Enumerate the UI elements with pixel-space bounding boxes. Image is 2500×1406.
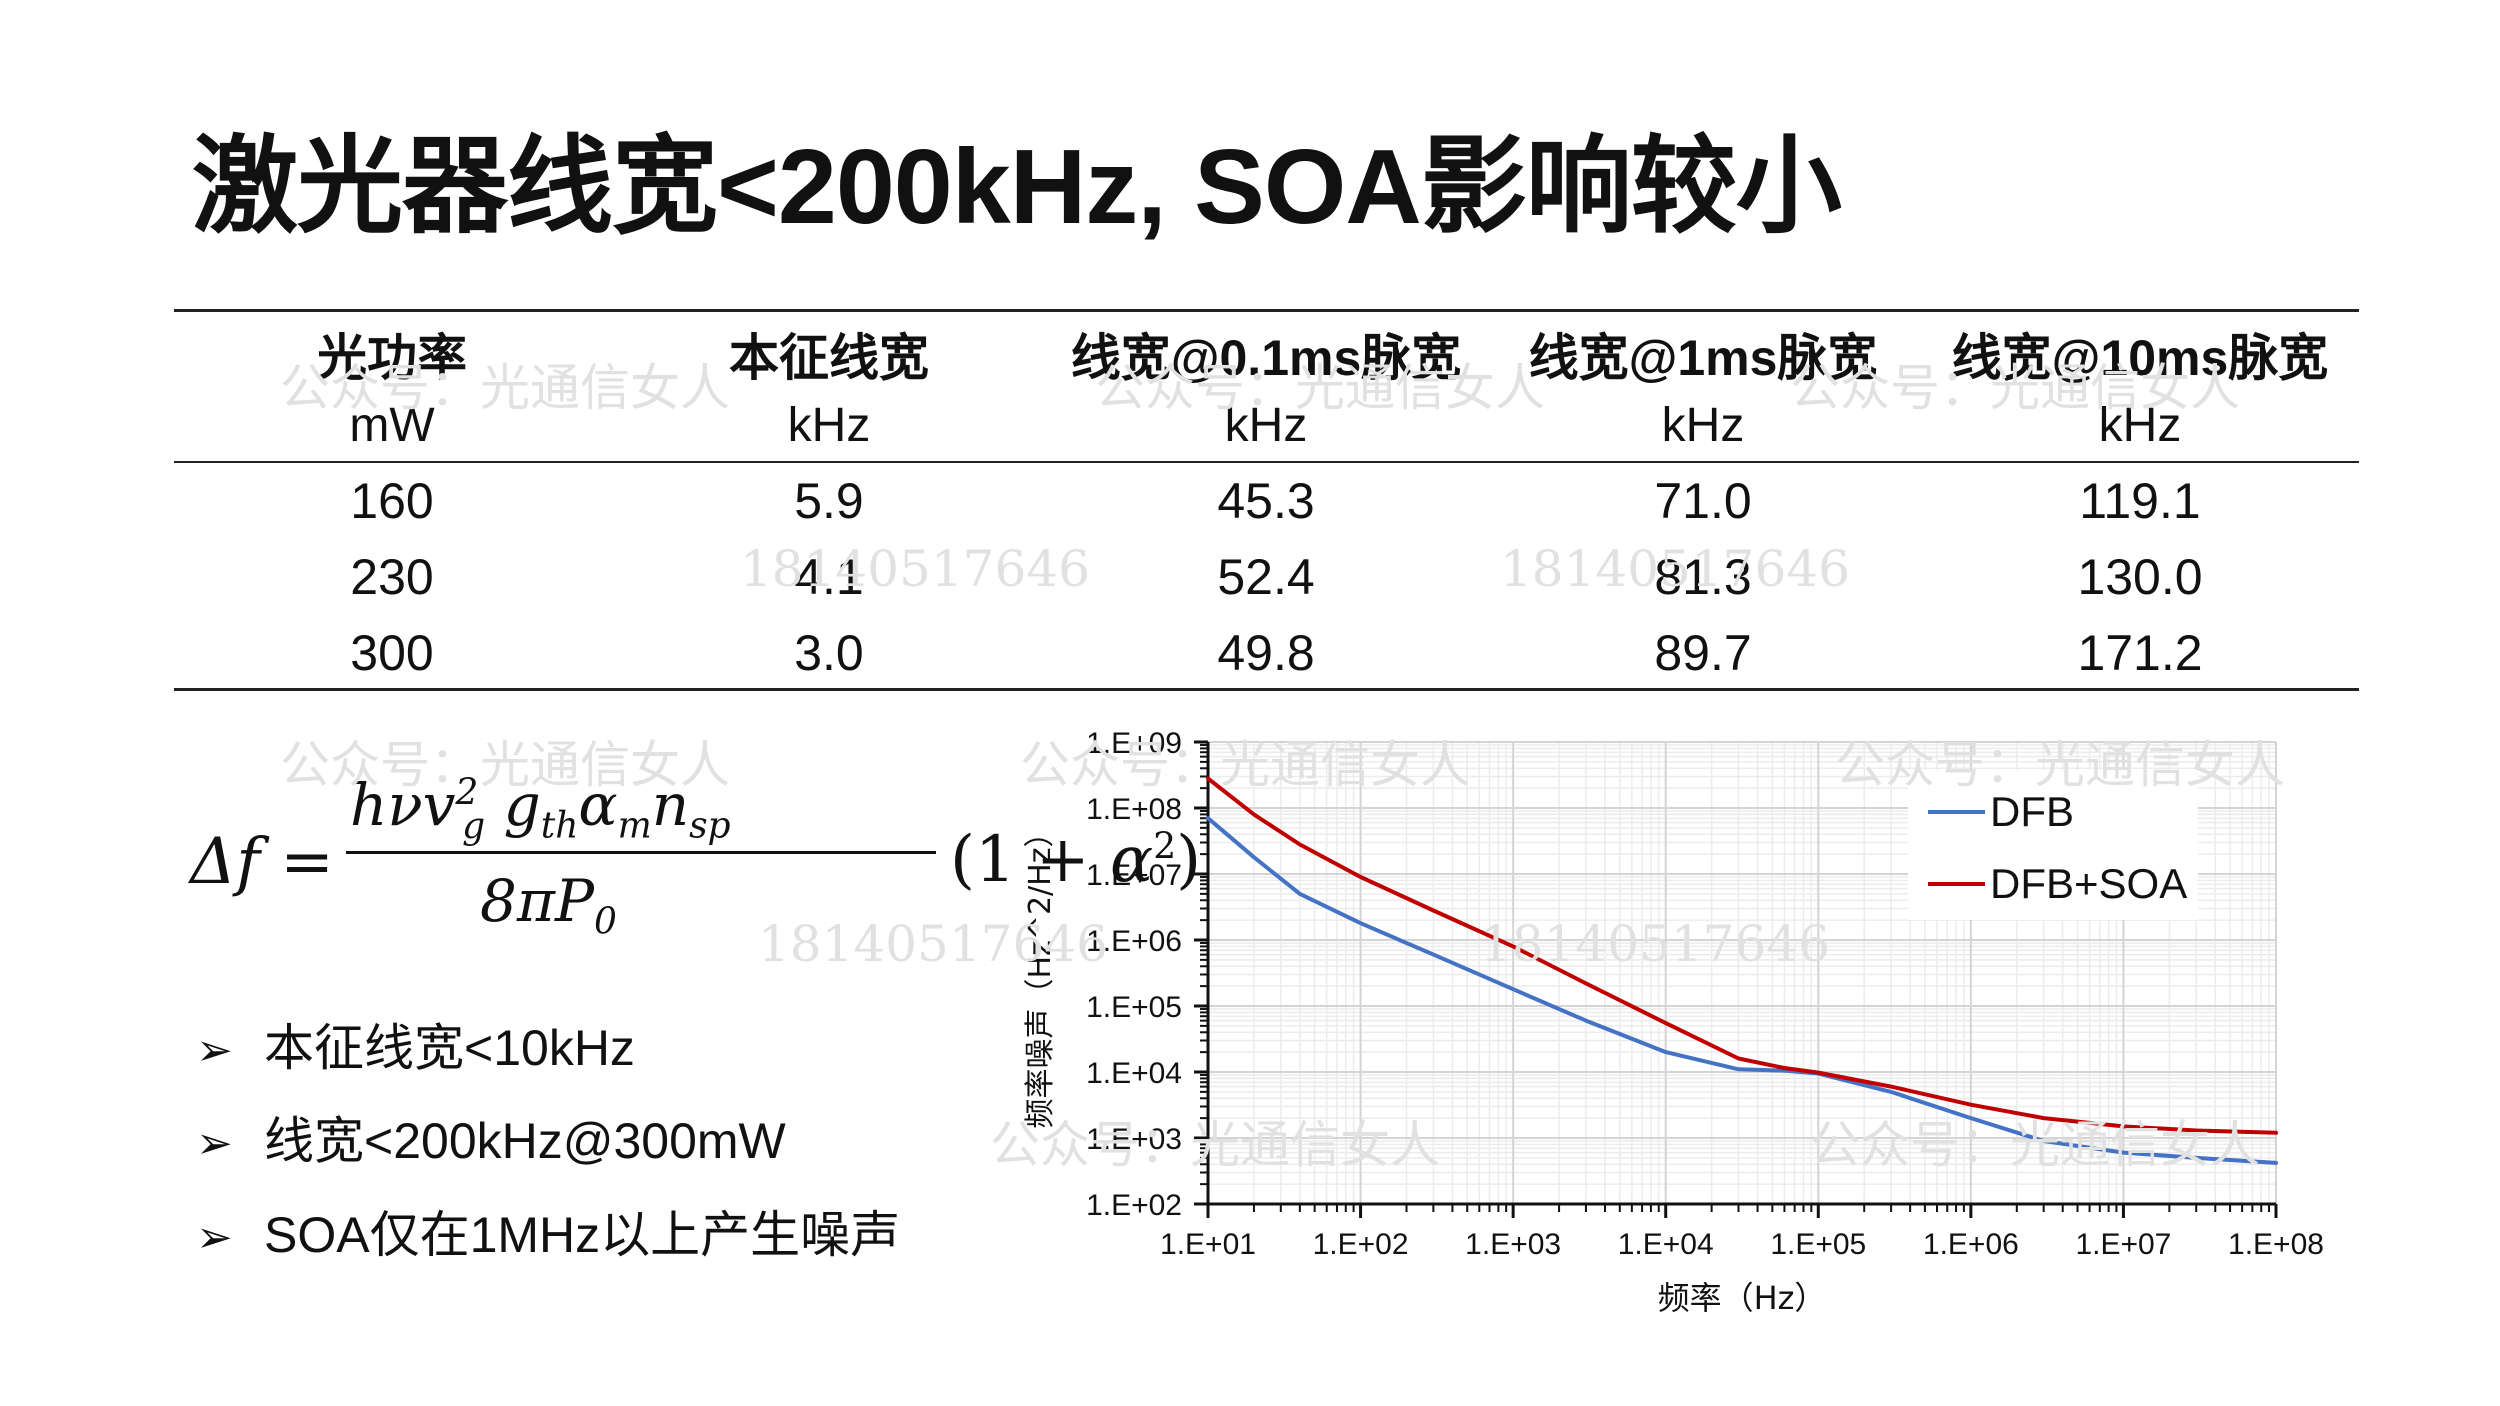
table-top-rule: [174, 309, 2359, 312]
table-cell: 300: [350, 625, 434, 681]
legend-label: DFB: [1990, 788, 2074, 835]
y-tick-label: 1.E+07: [1086, 859, 1182, 892]
table-cell: 45.3: [1217, 473, 1315, 529]
table-cell: 81.3: [1654, 549, 1752, 605]
bullet-item: ➢ SOA仅在1MHz以上产生噪声: [196, 1195, 900, 1267]
y-tick-label: 1.E+06: [1086, 925, 1182, 958]
table-unit-power: mW: [349, 399, 435, 452]
table-cell: 119.1: [2079, 473, 2201, 529]
table-unit-intrinsic: kHz: [787, 399, 871, 452]
formula-numerator: hνv2g gthαmnsp: [350, 771, 731, 847]
table-cell: 89.7: [1654, 625, 1752, 681]
table-cell: 4.1: [794, 549, 864, 605]
table-cell: 160: [350, 473, 434, 529]
x-tick-label: 1.E+08: [2228, 1228, 2324, 1261]
table-header-rule: [174, 461, 2359, 463]
arrow-bullet-icon: ➢: [196, 1026, 233, 1075]
table-cell: 71.0: [1654, 473, 1752, 529]
y-tick-label: 1.E+05: [1086, 991, 1182, 1024]
y-tick-label: 1.E+03: [1086, 1123, 1182, 1156]
bullet-item: ➢ 线宽<200kHz@300mW: [196, 1101, 786, 1173]
x-tick-label: 1.E+03: [1465, 1228, 1561, 1261]
y-tick-label: 1.E+08: [1086, 793, 1182, 826]
series-line-dfb-soa: [1206, 776, 2278, 1135]
table-cell: 49.8: [1217, 625, 1315, 681]
y-tick-label: 1.E+02: [1086, 1189, 1182, 1222]
table-cell: 230: [350, 549, 434, 605]
table-bottom-rule: [174, 688, 2359, 691]
page-title: 激光器线宽<200kHz, SOA影响较小: [192, 128, 1842, 246]
table-header-intrinsic: 本征线宽: [729, 330, 929, 386]
x-tick-label: 1.E+04: [1618, 1228, 1714, 1261]
table-cell: 171.2: [2077, 625, 2203, 681]
bullet-text: SOA仅在1MHz以上产生噪声: [264, 1207, 901, 1263]
table-header-power: 光功率: [317, 330, 467, 386]
y-tick-label: 1.E+04: [1086, 1057, 1182, 1090]
x-axis-title: 频率（Hz）: [1658, 1279, 1827, 1317]
formula-denominator: 8πP0: [480, 867, 617, 943]
table-header-10ms: 线宽@10ms脉宽: [1951, 330, 2329, 386]
x-tick-label: 1.E+05: [1770, 1228, 1866, 1261]
table-cell: 3.0: [794, 625, 864, 681]
table-cell: 130.0: [2077, 549, 2203, 605]
table-unit-10ms: kHz: [2098, 399, 2182, 452]
formula-lhs: Δf =: [190, 825, 334, 899]
formula-factor: (1 + α2): [950, 823, 1202, 897]
x-tick-label: 1.E+07: [2075, 1228, 2171, 1261]
table-header-01ms: 线宽@0.1ms脉宽: [1070, 330, 1462, 386]
y-axis-title: 频率噪声（Hz^2/Hz）: [1023, 818, 1058, 1129]
table-header-1ms: 线宽@1ms脉宽: [1528, 330, 1878, 386]
legend-label: DFB+SOA: [1990, 860, 2187, 907]
y-tick-label: 1.E+09: [1086, 727, 1182, 760]
x-tick-label: 1.E+02: [1313, 1228, 1409, 1261]
table-unit-1ms: kHz: [1661, 399, 1745, 452]
legend-box: [1908, 770, 2198, 920]
formula-fraction-bar: [346, 851, 936, 854]
arrow-bullet-icon: ➢: [196, 1213, 233, 1262]
table-cell: 52.4: [1217, 549, 1315, 605]
bullet-item: ➢ 本征线宽<10kHz: [196, 1008, 635, 1080]
x-tick-label: 1.E+06: [1923, 1228, 2019, 1261]
bullet-text: 本征线宽<10kHz: [264, 1020, 635, 1076]
series-line-dfb: [1206, 816, 2278, 1165]
bullet-text: 线宽<200kHz@300mW: [264, 1113, 786, 1169]
arrow-bullet-icon: ➢: [196, 1119, 233, 1168]
table-unit-01ms: kHz: [1224, 399, 1308, 452]
x-tick-label: 1.E+01: [1160, 1228, 1256, 1261]
table-cell: 5.9: [794, 473, 864, 529]
